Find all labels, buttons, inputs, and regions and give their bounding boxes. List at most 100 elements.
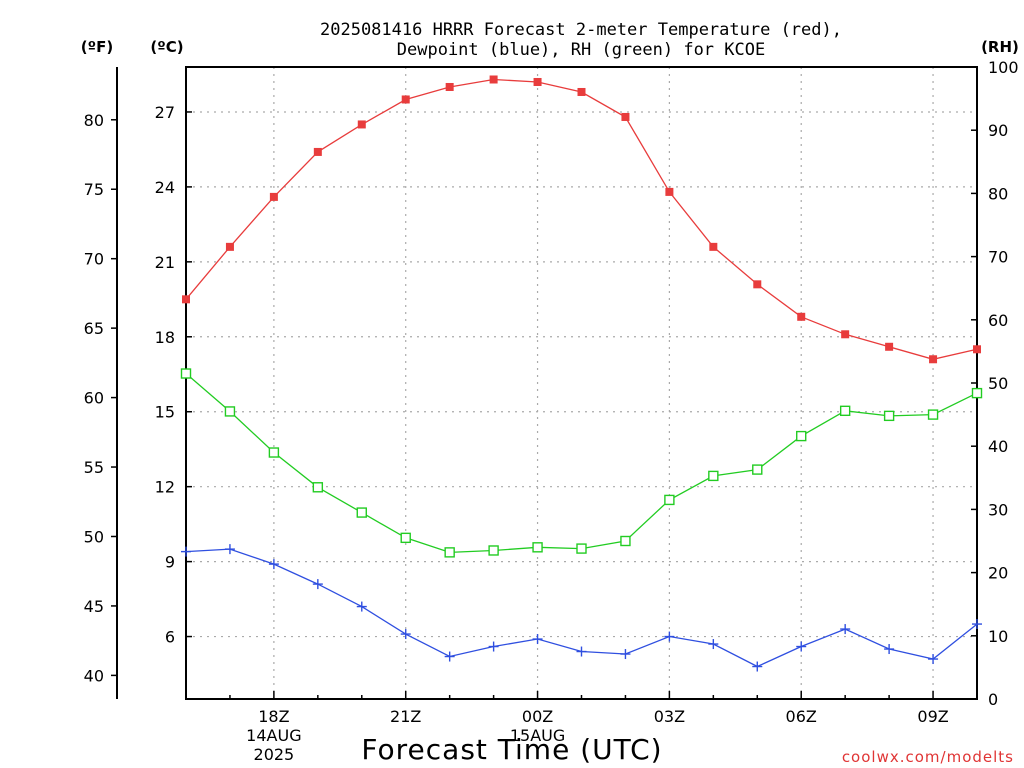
fahrenheit-tick-label: 70 <box>84 250 104 269</box>
data-point <box>577 87 586 96</box>
x-axis-label: Forecast Time (UTC) <box>361 733 662 766</box>
data-point <box>400 629 411 640</box>
data-point <box>752 464 763 475</box>
data-point <box>796 641 807 652</box>
celsius-tick-label: 6 <box>165 628 175 647</box>
data-point <box>885 342 894 351</box>
axes <box>111 66 978 700</box>
x-tick-label: 21Z <box>390 707 421 726</box>
rh-tick-label: 100 <box>988 58 1019 77</box>
x-tick-label: 06Z <box>786 707 817 726</box>
data-point <box>268 559 279 570</box>
celsius-tick-label: 27 <box>155 103 175 122</box>
x-tick-label: 18Z <box>258 707 289 726</box>
fahrenheit-tick-label: 65 <box>84 319 104 338</box>
data-point <box>971 387 983 399</box>
credit-text: coolwx.com/modelts <box>842 748 1014 766</box>
celsius-tick-label: 21 <box>155 253 175 272</box>
data-point <box>180 368 192 379</box>
series-temperature <box>182 75 981 364</box>
data-point <box>665 187 674 196</box>
data-point <box>576 646 587 657</box>
data-point <box>576 543 587 554</box>
grid-lines <box>186 67 977 699</box>
data-point <box>444 547 455 558</box>
plot-frame <box>185 66 978 700</box>
data-point <box>620 649 631 660</box>
celsius-tick-label: 12 <box>155 478 175 497</box>
data-point <box>532 634 543 645</box>
fahrenheit-tick-label: 75 <box>84 180 104 199</box>
data-point <box>840 624 851 635</box>
data-point <box>182 295 190 304</box>
data-point <box>796 430 807 442</box>
data-point <box>752 661 763 672</box>
x-tick-label: 00Z <box>522 707 553 726</box>
data-point <box>664 631 675 642</box>
rh-tick-label: 50 <box>988 374 1008 393</box>
data-point <box>312 579 323 590</box>
data-point <box>181 546 191 557</box>
x-tick-label: 03Z <box>654 707 685 726</box>
data-point <box>884 644 895 655</box>
data-point <box>839 405 851 417</box>
data-point <box>883 410 895 422</box>
data-point <box>709 242 718 251</box>
data-point <box>841 330 850 339</box>
x-tick-label: 14AUG <box>246 726 301 745</box>
x-tick-label: 15AUG <box>510 726 565 745</box>
data-point <box>489 75 498 84</box>
celsius-tick-label: 24 <box>155 178 175 197</box>
rh-tick-label: 10 <box>988 627 1008 646</box>
data-point <box>664 494 675 506</box>
series-dewpoint <box>181 544 982 672</box>
fahrenheit-tick-label: 60 <box>84 389 104 408</box>
celsius-tick-label: 9 <box>165 553 175 572</box>
tick-labels: 6 9 12 15 18 21 24 27 40 45 50 55 60 65 70 75 80 0 10 20 30 4… <box>84 58 1019 764</box>
celsius-tick-label: 15 <box>155 403 175 422</box>
rh-unit-label: (RH) <box>981 38 1019 56</box>
data-point <box>972 619 982 630</box>
rh-tick-label: 70 <box>988 248 1008 267</box>
celsius-unit-label: (ºC) <box>150 38 183 56</box>
data-point <box>488 545 499 556</box>
data-point <box>973 345 981 354</box>
fahrenheit-unit-label: (ºF) <box>81 38 113 56</box>
data-point <box>445 82 454 91</box>
data-point <box>708 470 719 482</box>
data-point <box>444 651 455 662</box>
series-lines <box>180 75 983 672</box>
rh-tick-label: 80 <box>988 184 1008 203</box>
rh-tick-label: 60 <box>988 311 1008 330</box>
rh-tick-label: 40 <box>988 437 1008 456</box>
rh-tick-label: 0 <box>988 690 998 709</box>
chart-title-line2: Dewpoint (blue), RH (green) for KCOE <box>397 40 765 60</box>
data-point <box>532 542 543 553</box>
data-point <box>357 120 366 129</box>
data-point <box>488 641 499 652</box>
data-point <box>927 409 939 420</box>
rh-tick-label: 30 <box>988 500 1008 519</box>
data-point <box>312 482 324 493</box>
data-point <box>225 242 234 251</box>
data-point <box>224 544 235 555</box>
data-point <box>928 654 939 665</box>
data-point <box>356 601 367 612</box>
rh-tick-label: 90 <box>988 121 1008 140</box>
data-point <box>620 535 631 547</box>
data-point <box>356 507 367 518</box>
x-tick-label: 09Z <box>917 707 948 726</box>
data-point <box>401 95 410 104</box>
celsius-tick-label: 18 <box>155 328 175 347</box>
data-point <box>400 532 411 544</box>
data-point <box>929 355 938 364</box>
fahrenheit-tick-label: 45 <box>84 597 104 616</box>
data-point <box>313 147 322 156</box>
data-point <box>708 639 719 650</box>
fahrenheit-tick-label: 40 <box>84 666 104 685</box>
data-point <box>797 312 806 321</box>
rh-tick-label: 20 <box>988 564 1008 583</box>
chart-title-line1: 2025081416 HRRR Forecast 2-meter Tempera… <box>320 20 842 40</box>
series-line-rh <box>185 373 978 554</box>
